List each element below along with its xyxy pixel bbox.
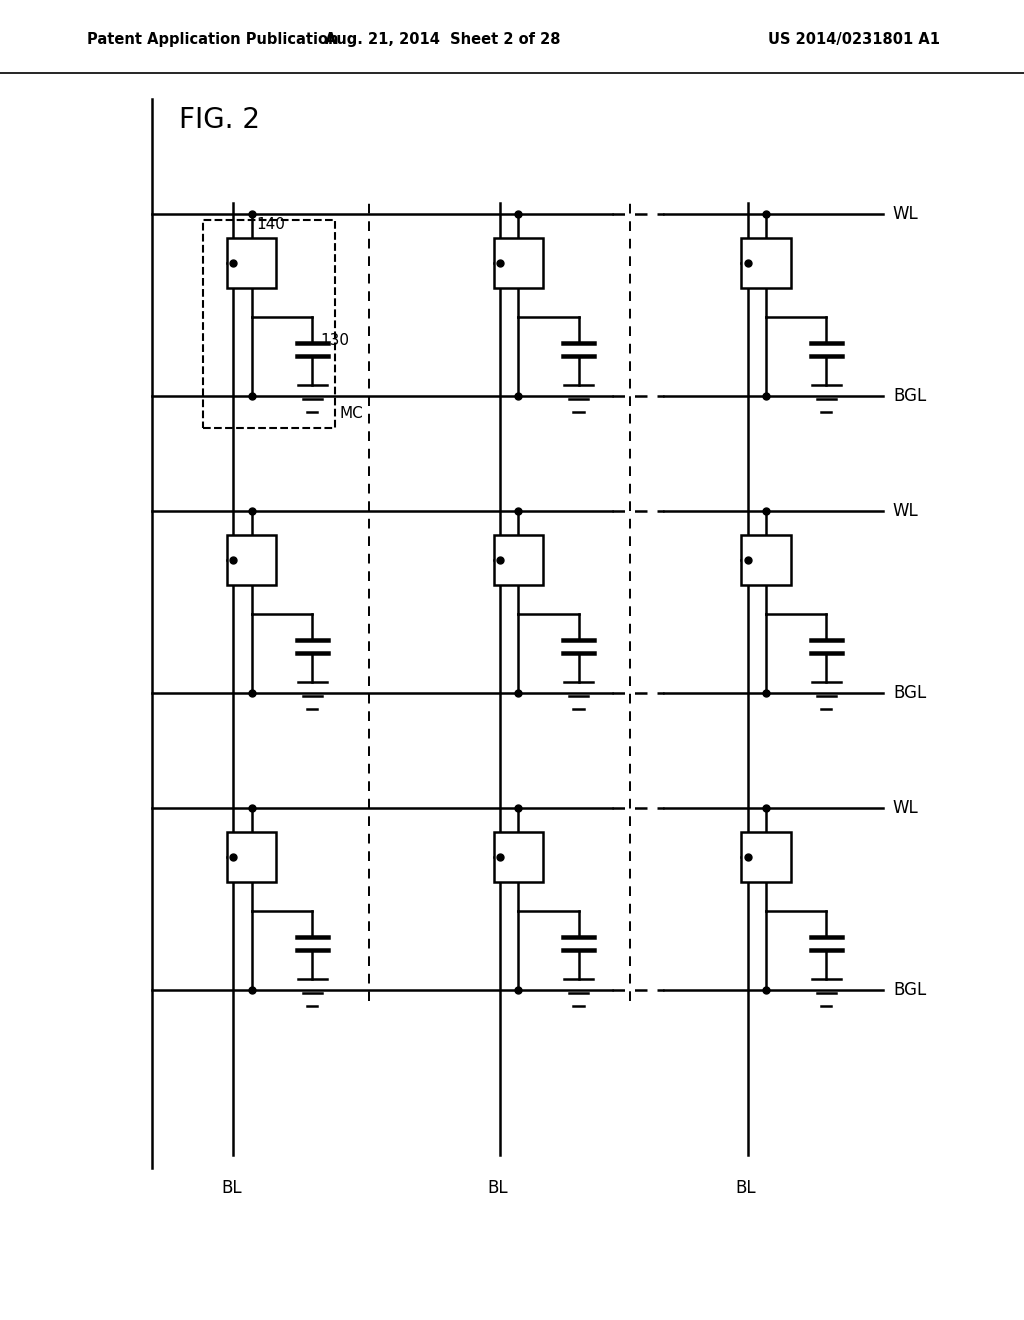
Text: BL: BL (221, 1179, 242, 1197)
Bar (203, 220, 335, 428)
Text: FIG. 2: FIG. 2 (179, 106, 260, 133)
Text: US 2014/0231801 A1: US 2014/0231801 A1 (768, 32, 940, 48)
Text: BL: BL (735, 1179, 756, 1197)
Text: BGL: BGL (893, 387, 926, 405)
Text: Aug. 21, 2014  Sheet 2 of 28: Aug. 21, 2014 Sheet 2 of 28 (325, 32, 560, 48)
Bar (494, 238, 543, 288)
Text: BGL: BGL (893, 981, 926, 999)
Bar (227, 535, 276, 585)
Text: BL: BL (487, 1179, 508, 1197)
Text: WL: WL (893, 205, 919, 223)
Text: WL: WL (893, 502, 919, 520)
Bar (227, 832, 276, 882)
Text: WL: WL (893, 799, 919, 817)
Text: MC: MC (340, 407, 364, 421)
Bar (741, 535, 791, 585)
Bar (494, 535, 543, 585)
Bar (741, 238, 791, 288)
Bar (741, 832, 791, 882)
Bar (494, 832, 543, 882)
Text: Patent Application Publication: Patent Application Publication (87, 32, 339, 48)
Text: 140: 140 (256, 218, 285, 232)
Text: BGL: BGL (893, 684, 926, 702)
Text: 130: 130 (321, 333, 349, 348)
Bar (227, 238, 276, 288)
